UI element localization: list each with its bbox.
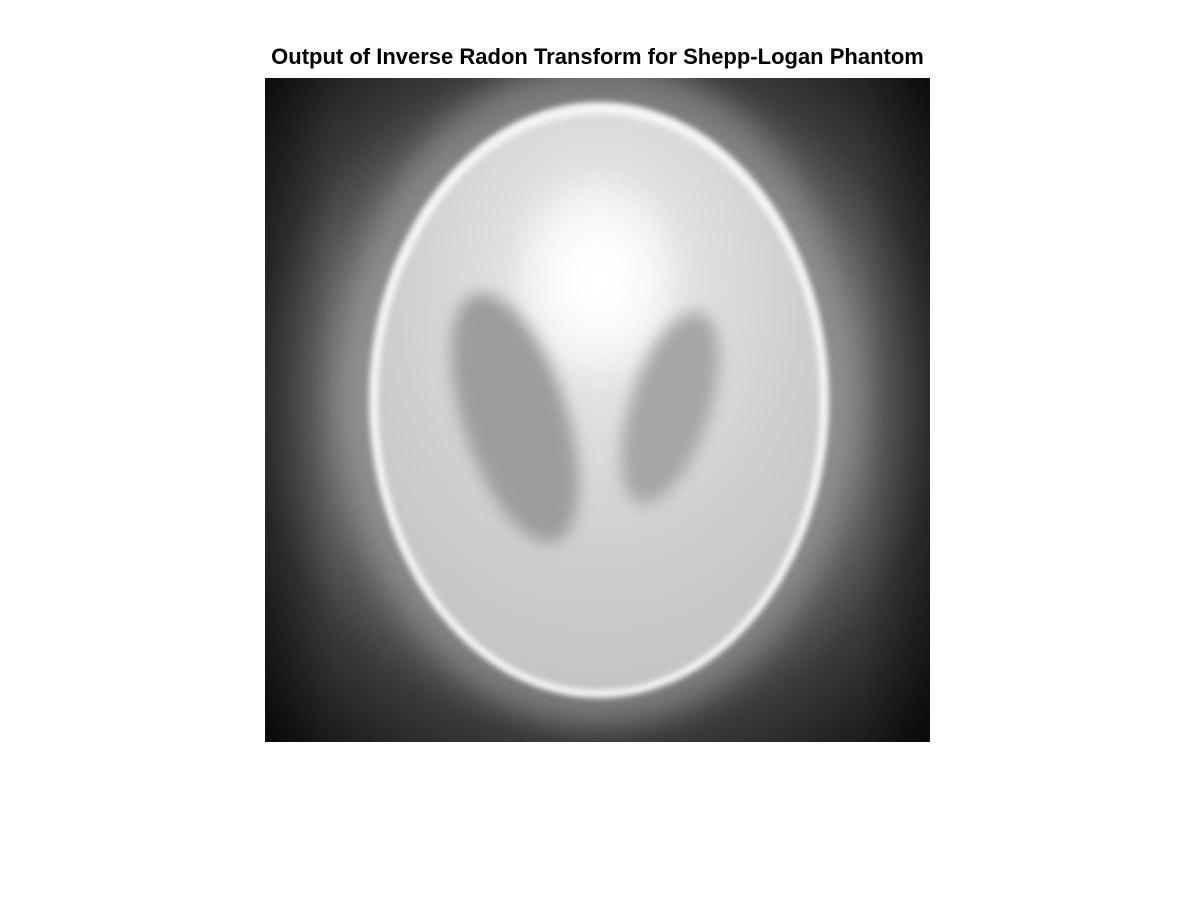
figure-title: Output of Inverse Radon Transform for Sh… bbox=[271, 44, 924, 69]
reconstructed-phantom-image bbox=[265, 78, 930, 742]
edge-shading bbox=[265, 78, 930, 742]
